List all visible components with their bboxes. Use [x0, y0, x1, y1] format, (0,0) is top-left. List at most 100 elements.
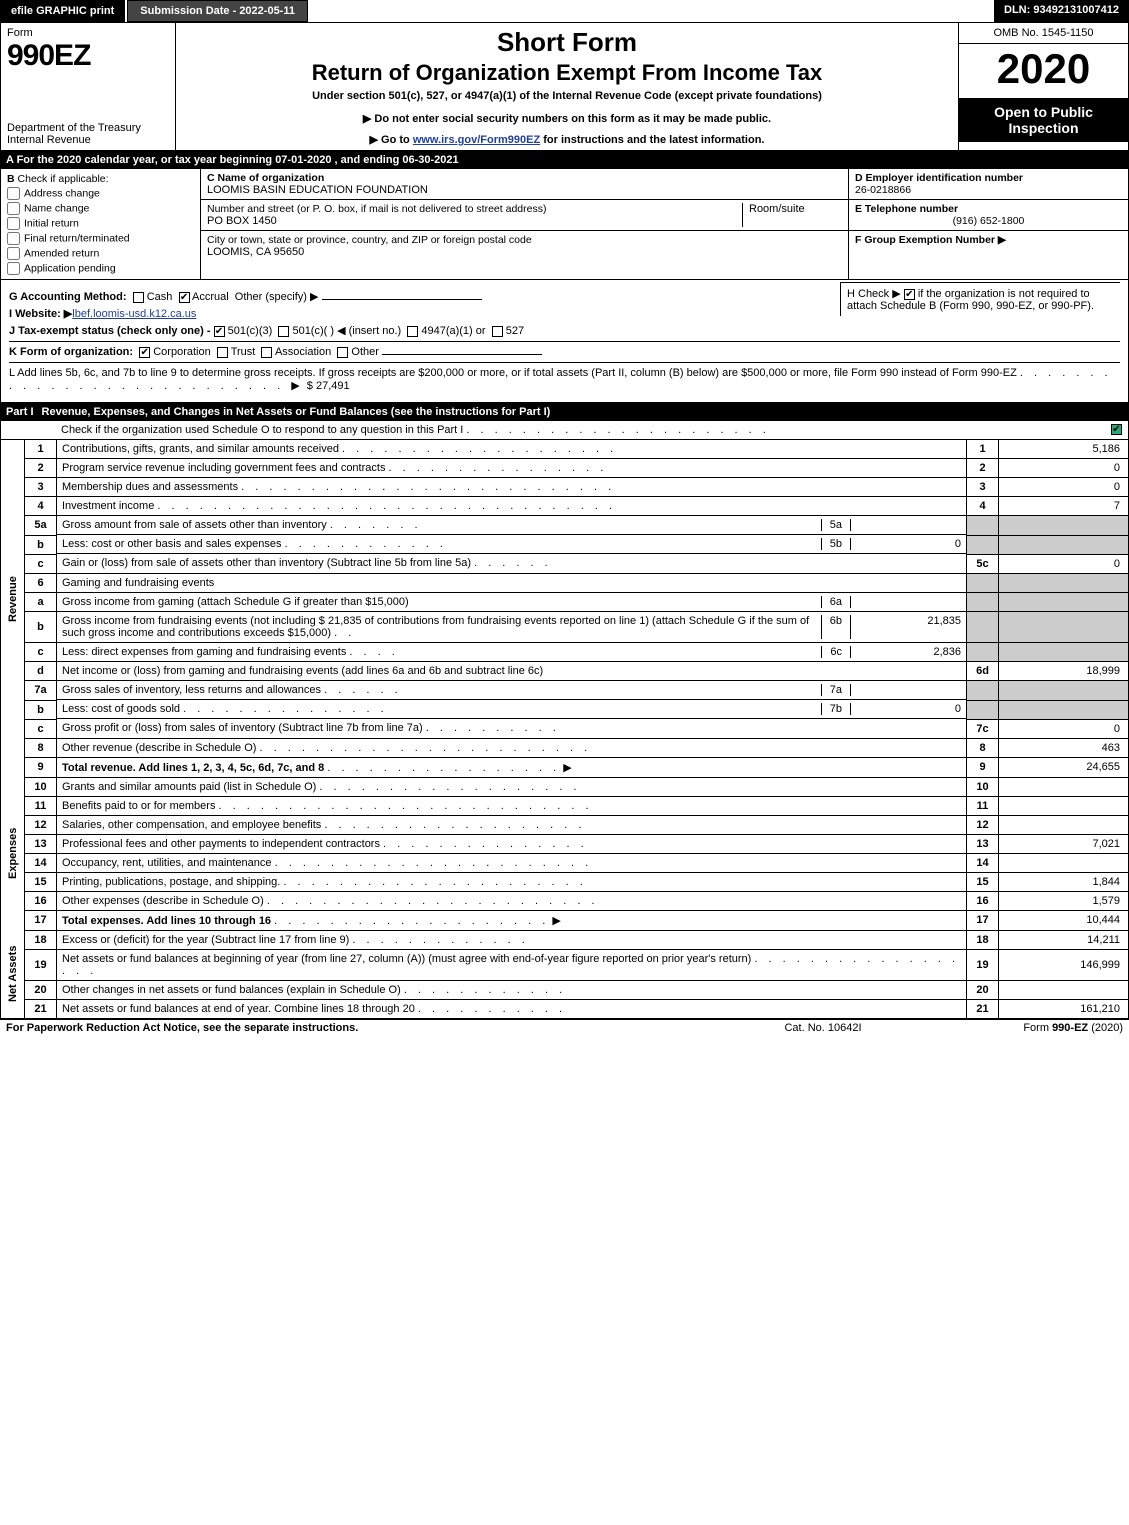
l7a-box — [967, 681, 999, 701]
chk-initial-return[interactable]: Initial return — [7, 217, 194, 230]
chk-initial-return-box[interactable] — [7, 217, 20, 230]
sidetab-blank — [1, 757, 25, 777]
efile-print-button[interactable]: efile GRAPHIC print — [0, 0, 125, 22]
chk-name-change[interactable]: Name change — [7, 202, 194, 215]
line-19: 19 Net assets or fund balances at beginn… — [1, 949, 1129, 980]
chk-label: Initial return — [24, 217, 79, 229]
l6a-text: Gross income from gaming (attach Schedul… — [57, 593, 966, 612]
chk-application-pending-box[interactable] — [7, 262, 20, 275]
line-21: 21 Net assets or fund balances at end of… — [1, 999, 1129, 1018]
l7c-box: 7c — [967, 719, 999, 738]
g-cash-chk[interactable] — [133, 292, 144, 303]
line-7b: b Less: cost of goods sold . . . . . . .… — [1, 700, 1129, 719]
l21-text: Net assets or fund balances at end of ye… — [57, 999, 967, 1018]
g-other-field[interactable] — [322, 299, 482, 300]
l7c-amt: 0 — [999, 719, 1129, 738]
goto-link[interactable]: www.irs.gov/Form990EZ — [413, 134, 540, 146]
l-amt: $ 27,491 — [307, 380, 350, 392]
i-pre: I Website: ▶ — [9, 308, 72, 320]
goto-post: for instructions and the latest informat… — [540, 134, 764, 146]
chk-amended-return[interactable]: Amended return — [7, 247, 194, 260]
chk-amended-return-box[interactable] — [7, 247, 20, 260]
form-990ez: efile GRAPHIC print Submission Date - 20… — [0, 0, 1129, 1036]
j-4947-chk[interactable] — [407, 326, 418, 337]
g-accrual-chk[interactable]: ✔ — [179, 292, 190, 303]
k-other-field[interactable] — [382, 354, 542, 355]
part1-label: Part I — [6, 406, 42, 418]
line-15: 15 Printing, publications, postage, and … — [1, 872, 1129, 891]
part1-check-box[interactable]: ✔ — [1111, 424, 1122, 435]
l6-box — [967, 573, 999, 592]
k-corp-chk[interactable]: ✔ — [139, 347, 150, 358]
l6d-num: d — [25, 662, 57, 681]
k-trust-chk[interactable] — [217, 347, 228, 358]
l6a-amt — [999, 592, 1129, 612]
l6a-mid: 6a — [821, 596, 851, 608]
l6-num: 6 — [25, 573, 57, 592]
inspect-l1: Open to Public — [963, 104, 1124, 120]
ssn-warning: ▶ Do not enter social security numbers o… — [184, 112, 950, 125]
l7a-amt — [999, 681, 1129, 701]
l5c-text: Gain or (loss) from sale of assets other… — [57, 554, 967, 573]
l5b-mid: 5b — [821, 538, 851, 550]
l5b-num: b — [25, 535, 57, 554]
chk-address-change-box[interactable] — [7, 187, 20, 200]
b-check: Check if applicable: — [18, 173, 109, 185]
l4-amt: 7 — [999, 497, 1129, 516]
l5c-box: 5c — [967, 554, 999, 573]
l15-num: 15 — [25, 872, 57, 891]
l20-box: 20 — [967, 980, 999, 999]
line-k: K Form of organization: ✔ Corporation Tr… — [9, 341, 1120, 358]
chk-name-change-box[interactable] — [7, 202, 20, 215]
l10-text: Grants and similar amounts paid (list in… — [57, 777, 967, 796]
j-501c3: 501(c)(3) — [228, 325, 273, 337]
l12-box: 12 — [967, 815, 999, 834]
l6c-box — [967, 643, 999, 662]
l16-box: 16 — [967, 891, 999, 910]
l13-num: 13 — [25, 834, 57, 853]
addr-label: Number and street (or P. O. box, if mail… — [207, 203, 742, 215]
line-1: Revenue 1 Contributions, gifts, grants, … — [1, 440, 1129, 459]
line-2: 2 Program service revenue including gove… — [1, 459, 1129, 478]
l14-num: 14 — [25, 853, 57, 872]
submission-date: Submission Date - 2022-05-11 — [127, 0, 308, 22]
section-gl: H Check ▶ ✔ if the organization is not r… — [0, 280, 1129, 403]
l15-box: 15 — [967, 872, 999, 891]
l9-arrow: ▶ — [563, 762, 571, 774]
chk-address-change[interactable]: Address change — [7, 187, 194, 200]
k-other-chk[interactable] — [337, 347, 348, 358]
l4-text: Investment income . . . . . . . . . . . … — [57, 497, 967, 516]
chk-application-pending[interactable]: Application pending — [7, 262, 194, 275]
chk-final-return-box[interactable] — [7, 232, 20, 245]
j-501c-chk[interactable] — [278, 326, 289, 337]
l5b-box — [967, 535, 999, 554]
page-footer: For Paperwork Reduction Act Notice, see … — [0, 1019, 1129, 1036]
k-assoc-chk[interactable] — [261, 347, 272, 358]
l14-box: 14 — [967, 853, 999, 872]
l12-text: Salaries, other compensation, and employ… — [57, 815, 967, 834]
l1-num: 1 — [25, 440, 57, 459]
l18-amt: 14,211 — [999, 930, 1129, 949]
l10-box: 10 — [967, 777, 999, 796]
h-checkbox[interactable]: ✔ — [904, 289, 915, 300]
j-527-chk[interactable] — [492, 326, 503, 337]
line-5a: 5a Gross amount from sale of assets othe… — [1, 516, 1129, 536]
website-link[interactable]: lbef.loomis-usd.k12.ca.us — [72, 308, 196, 320]
dept-line1: Department of the Treasury — [7, 122, 169, 134]
dln: DLN: 93492131007412 — [994, 0, 1129, 22]
l17-box: 17 — [967, 910, 999, 930]
l3-box: 3 — [967, 478, 999, 497]
k-assoc: Association — [275, 346, 331, 358]
part1-check-row: Check if the organization used Schedule … — [0, 421, 1129, 440]
j-501c3-chk[interactable]: ✔ — [214, 326, 225, 337]
title-short-form: Short Form — [184, 27, 950, 58]
j-label: J Tax-exempt status (check only one) - — [9, 325, 214, 337]
l6b-text: Gross income from fundraising events (no… — [57, 612, 966, 643]
line-7a: 7a Gross sales of inventory, less return… — [1, 681, 1129, 701]
sidetab-expenses: Expenses — [1, 777, 25, 930]
l9-text: Total revenue. Add lines 1, 2, 3, 4, 5c,… — [57, 757, 967, 777]
form-word: Form — [7, 27, 169, 39]
chk-final-return[interactable]: Final return/terminated — [7, 232, 194, 245]
l4-num: 4 — [25, 497, 57, 516]
l7b-midamt: 0 — [851, 703, 961, 715]
